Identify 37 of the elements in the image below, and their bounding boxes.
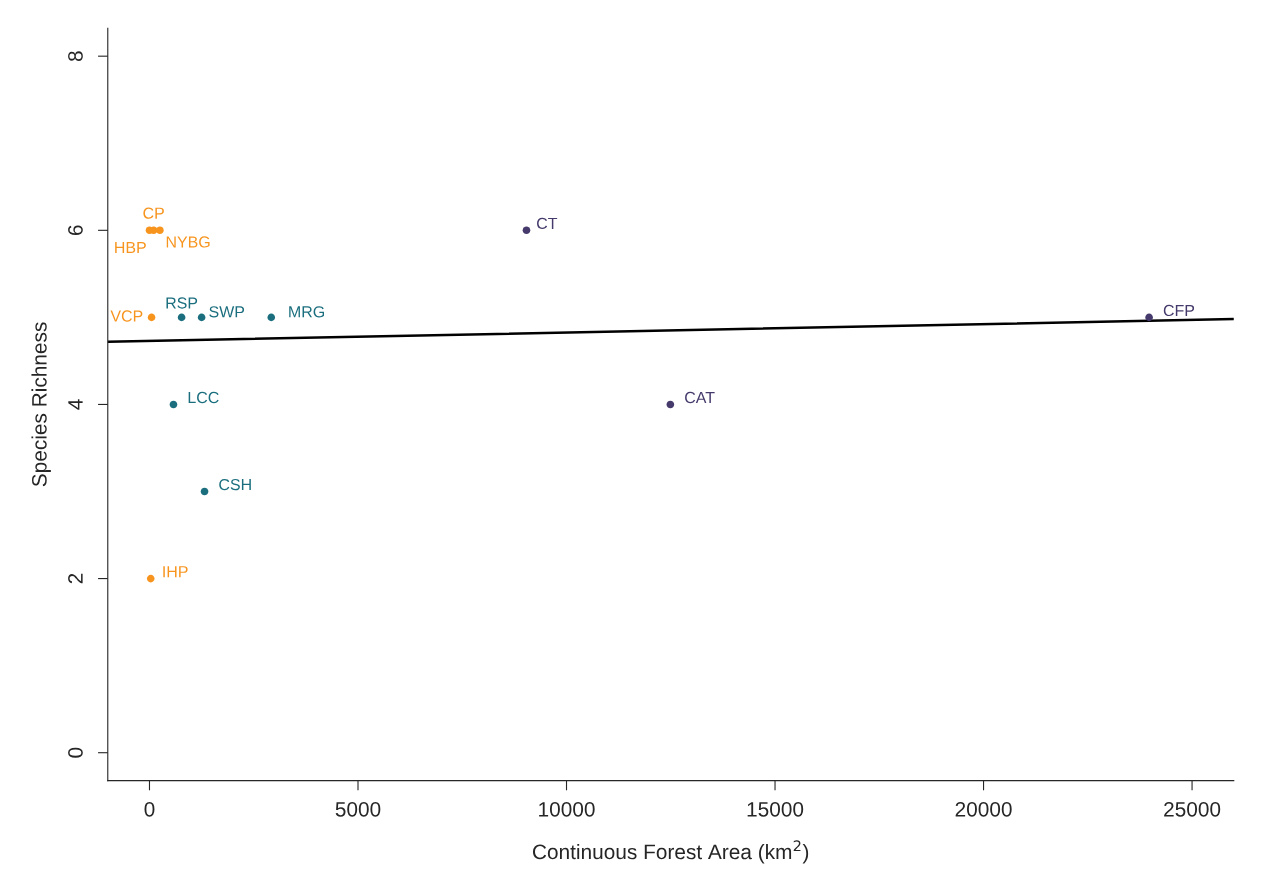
x-tick-label: 15000 bbox=[747, 801, 804, 817]
y-tick-label: 2 bbox=[68, 573, 83, 584]
y-tick-label: 4 bbox=[68, 399, 83, 410]
x-tick-label: 10000 bbox=[539, 801, 595, 817]
point bbox=[197, 313, 206, 322]
x-axis-title: Continuous Forest Area (km$^{2}$) bbox=[532, 840, 809, 864]
x-tick-label: 0 bbox=[144, 801, 155, 817]
annotation: LCC bbox=[188, 391, 219, 404]
annotation: CAT bbox=[685, 391, 715, 404]
annotation: CSH bbox=[219, 478, 251, 491]
y-tick-label: 8 bbox=[68, 51, 83, 62]
annotation: SWP bbox=[209, 306, 245, 318]
annotation: HBP bbox=[115, 242, 146, 253]
annotation: NYBG bbox=[166, 236, 210, 248]
annotation: CT bbox=[537, 217, 558, 230]
point bbox=[146, 574, 155, 583]
annotation: CP bbox=[143, 207, 164, 219]
point bbox=[522, 226, 531, 235]
point bbox=[156, 226, 164, 235]
x-tick-label: 25000 bbox=[1164, 801, 1221, 817]
point bbox=[267, 313, 276, 322]
y-tick-label: 6 bbox=[68, 225, 83, 236]
point bbox=[169, 400, 178, 409]
annotation: CFP bbox=[1163, 304, 1195, 317]
annotation: IHP bbox=[163, 566, 188, 578]
point bbox=[200, 487, 209, 496]
y-tick-label: 0 bbox=[68, 747, 83, 758]
annotation: VCP bbox=[110, 310, 143, 322]
point bbox=[177, 313, 186, 322]
point bbox=[1145, 313, 1153, 322]
y-axis-title: Species Richness bbox=[31, 322, 51, 487]
point bbox=[147, 313, 156, 322]
x-tick-label: 5000 bbox=[335, 801, 381, 817]
annotation: MRG bbox=[289, 306, 324, 318]
point bbox=[666, 400, 675, 409]
annotation: RSP bbox=[166, 297, 198, 309]
x-tick-label: 20000 bbox=[955, 801, 1012, 817]
